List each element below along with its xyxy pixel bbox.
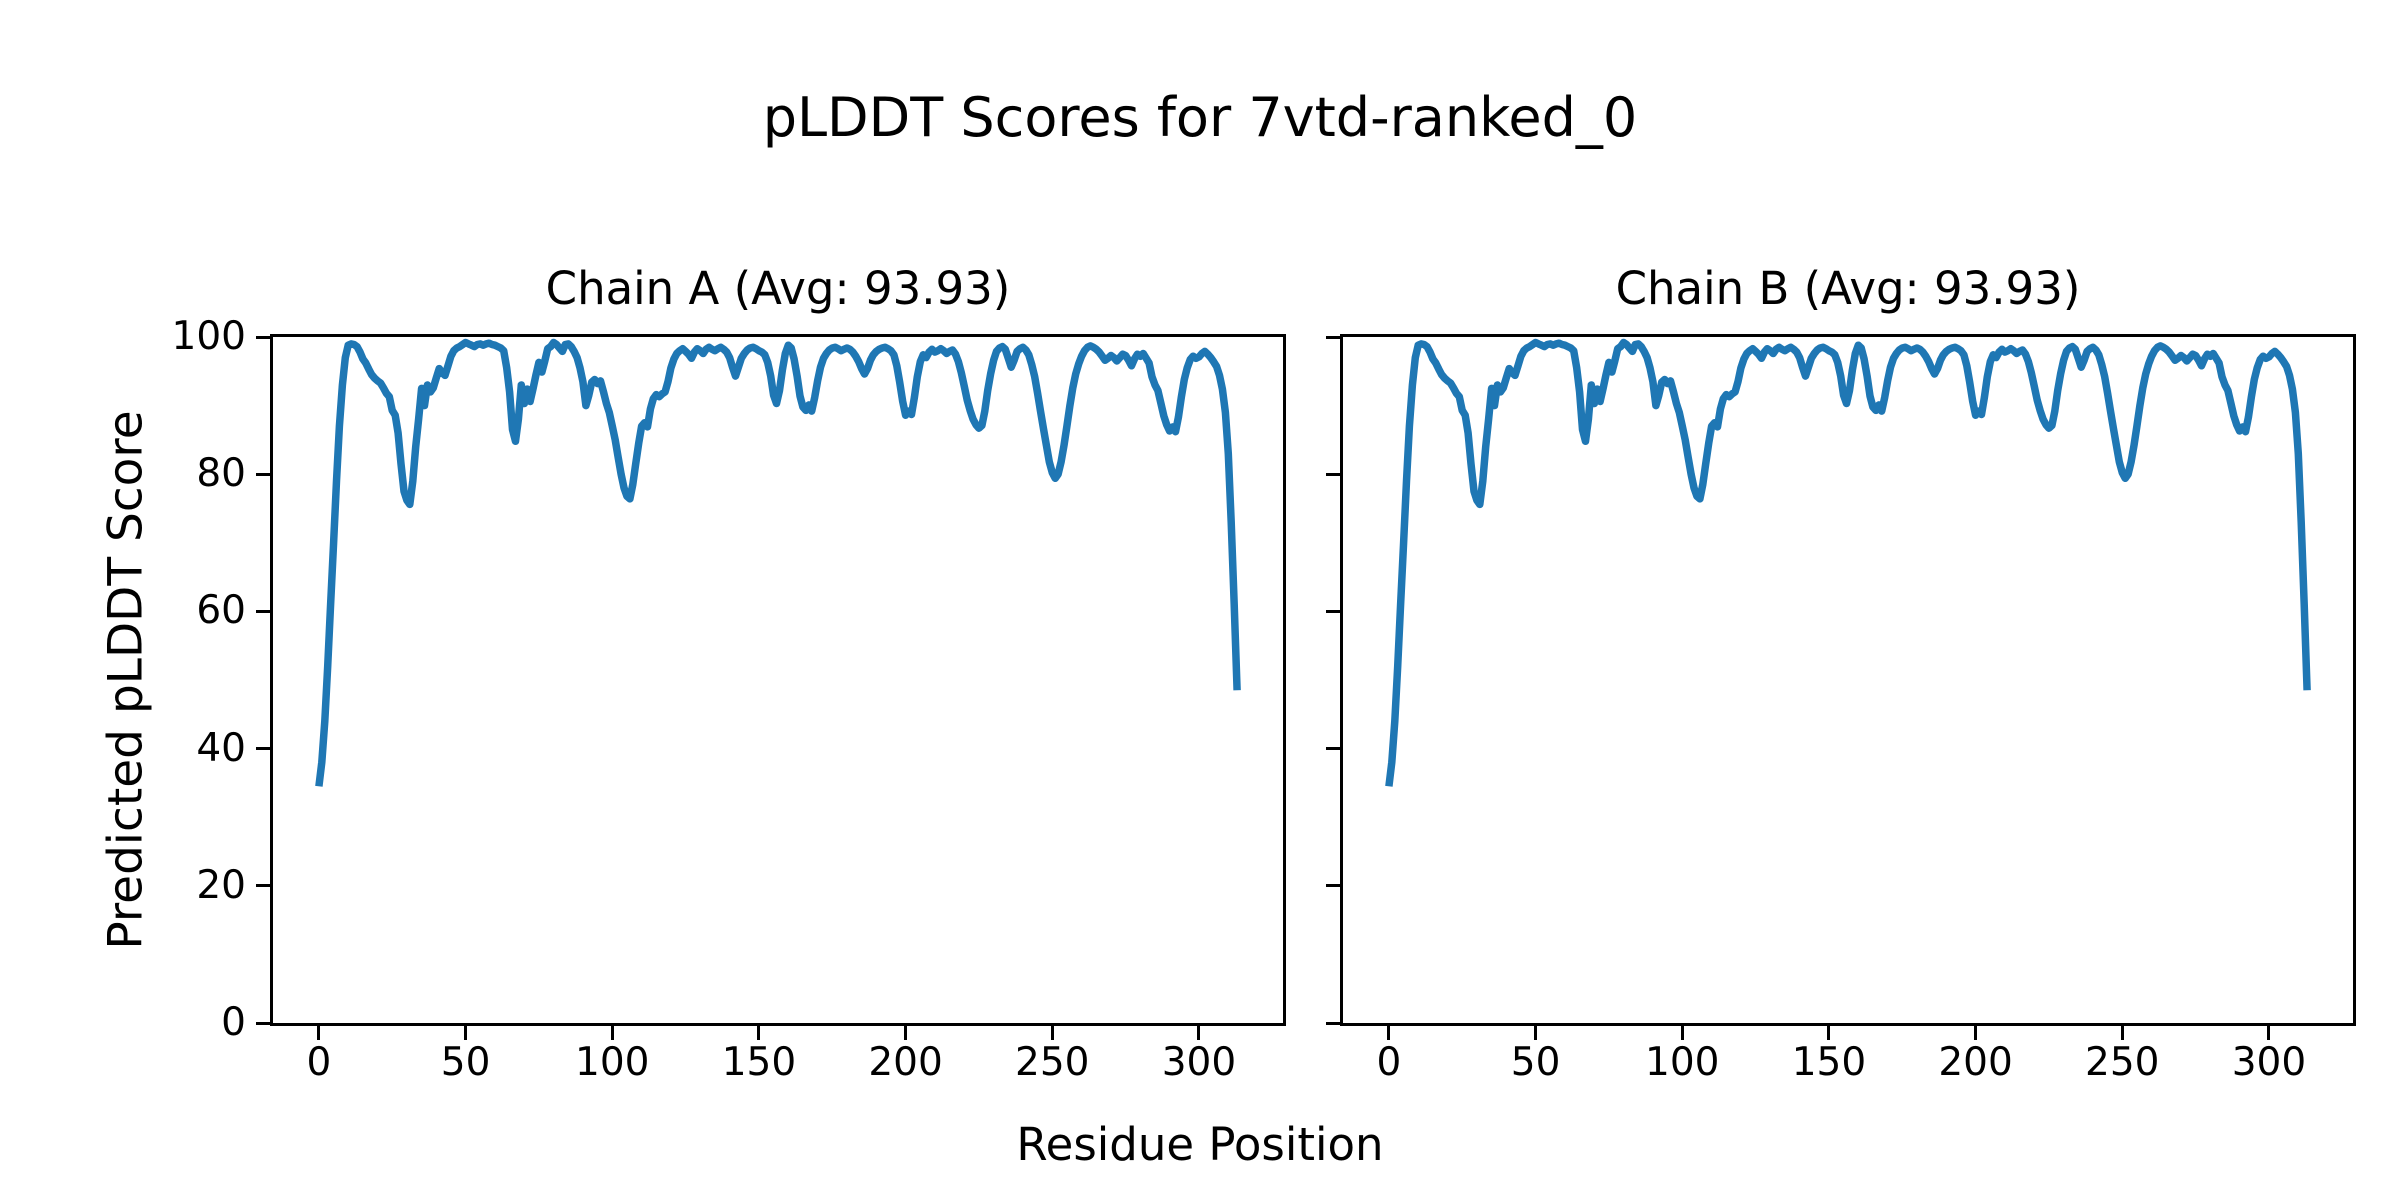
figure-title: pLDDT Scores for 7vtd-ranked_0 <box>762 86 1638 149</box>
chain-a-plot-area <box>270 334 1286 1026</box>
x-tick <box>757 1026 761 1040</box>
x-tick <box>1050 1026 1054 1040</box>
x-tick-label: 250 <box>2085 1040 2160 1085</box>
x-tick <box>610 1026 614 1040</box>
y-tick-label: 40 <box>196 725 246 771</box>
y-tick <box>256 335 270 339</box>
x-tick <box>2120 1026 2124 1040</box>
x-tick-label: 200 <box>1938 1040 2013 1085</box>
x-tick-label: 300 <box>2231 1040 2307 1085</box>
x-tick-label: 0 <box>1376 1040 1402 1085</box>
plddt-line-chain-a <box>315 338 1241 787</box>
x-tick <box>1974 1026 1978 1040</box>
x-tick <box>1680 1026 1684 1040</box>
x-tick-label: 100 <box>575 1040 650 1085</box>
x-tick-label: 50 <box>440 1040 491 1085</box>
plddt-line-chain-b <box>1385 338 2311 787</box>
y-tick-label: 20 <box>196 862 246 908</box>
y-tick <box>256 609 270 613</box>
chain-a-subplot-title: Chain A (Avg: 93.93) <box>545 262 1011 315</box>
x-tick <box>464 1026 468 1040</box>
x-tick-label: 150 <box>1791 1040 1867 1085</box>
y-tick <box>1326 747 1340 751</box>
y-tick-label: 60 <box>196 588 246 634</box>
x-tick <box>1827 1026 1831 1040</box>
y-axis-label: Predicted pLDDT Score <box>98 410 154 950</box>
chain-a-line-chart <box>315 338 1241 787</box>
y-tick <box>256 747 270 751</box>
y-tick <box>1326 884 1340 888</box>
chain-b-plot-area <box>1340 334 2356 1026</box>
y-tick <box>256 1021 270 1025</box>
x-tick-label: 200 <box>868 1040 943 1085</box>
chain-b-line-chart <box>1385 338 2311 787</box>
x-tick-label: 0 <box>306 1040 332 1085</box>
y-tick <box>256 472 270 476</box>
y-tick <box>1326 1021 1340 1025</box>
x-tick <box>1534 1026 1538 1040</box>
x-tick-label: 300 <box>1161 1040 1237 1085</box>
y-tick-label: 0 <box>221 1000 246 1045</box>
x-tick-label: 250 <box>1015 1040 1090 1085</box>
y-tick-label: 80 <box>196 451 246 497</box>
y-tick-label: 100 <box>171 314 246 359</box>
x-axis-label: Residue Position <box>1016 1118 1384 1171</box>
y-tick <box>1326 335 1340 339</box>
x-tick <box>1387 1026 1391 1040</box>
chain-b-subplot-title: Chain B (Avg: 93.93) <box>1615 262 2081 315</box>
x-tick-label: 100 <box>1645 1040 1720 1085</box>
y-tick <box>1326 472 1340 476</box>
y-tick <box>256 884 270 888</box>
x-tick <box>2267 1026 2271 1040</box>
x-tick-label: 150 <box>721 1040 797 1085</box>
x-tick <box>317 1026 321 1040</box>
x-tick <box>904 1026 908 1040</box>
x-tick-label: 50 <box>1510 1040 1561 1085</box>
y-tick <box>1326 609 1340 613</box>
x-tick <box>1197 1026 1201 1040</box>
